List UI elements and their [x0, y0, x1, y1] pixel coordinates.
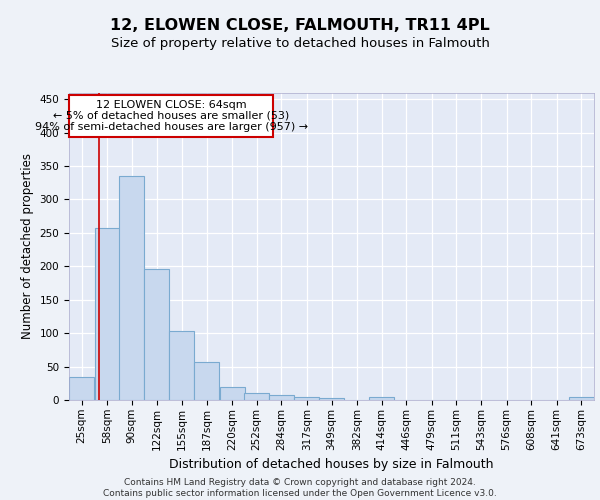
- Bar: [95, 228, 119, 400]
- Bar: [194, 362, 219, 400]
- Bar: [220, 386, 245, 400]
- Bar: [295, 396, 319, 400]
- Bar: [319, 398, 344, 400]
- Bar: [569, 398, 594, 400]
- Bar: [169, 331, 194, 400]
- X-axis label: Distribution of detached houses by size in Falmouth: Distribution of detached houses by size …: [169, 458, 494, 471]
- Bar: [119, 176, 144, 400]
- Bar: [244, 392, 269, 400]
- Y-axis label: Number of detached properties: Number of detached properties: [21, 153, 34, 339]
- Bar: [69, 94, 273, 138]
- Bar: [69, 376, 94, 400]
- Text: Contains HM Land Registry data © Crown copyright and database right 2024.
Contai: Contains HM Land Registry data © Crown c…: [103, 478, 497, 498]
- Bar: [269, 394, 294, 400]
- Bar: [369, 398, 394, 400]
- Text: 12 ELOWEN CLOSE: 64sqm: 12 ELOWEN CLOSE: 64sqm: [96, 100, 247, 110]
- Bar: [144, 269, 169, 400]
- Text: Size of property relative to detached houses in Falmouth: Size of property relative to detached ho…: [110, 38, 490, 51]
- Text: 12, ELOWEN CLOSE, FALMOUTH, TR11 4PL: 12, ELOWEN CLOSE, FALMOUTH, TR11 4PL: [110, 18, 490, 32]
- Text: 94% of semi-detached houses are larger (957) →: 94% of semi-detached houses are larger (…: [35, 122, 308, 132]
- Text: ← 5% of detached houses are smaller (53): ← 5% of detached houses are smaller (53): [53, 111, 289, 121]
